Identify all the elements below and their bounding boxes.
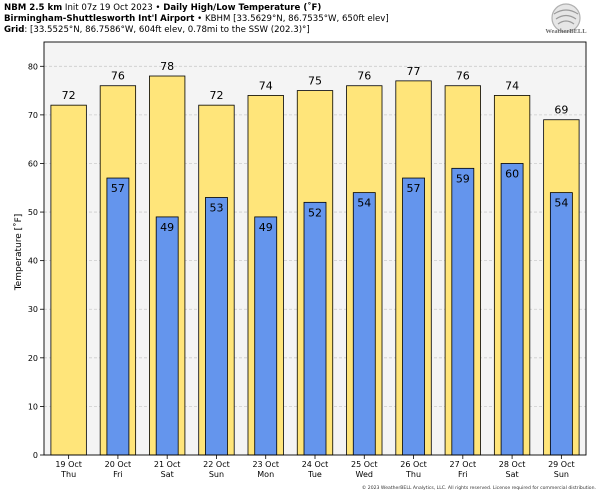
x-tick-label-date: 29 Oct — [548, 460, 575, 469]
x-tick-label-day: Sat — [161, 470, 174, 479]
y-tick-label: 80 — [28, 62, 38, 71]
chart-header-line2: Birmingham-Shuttlesworth Int'l Airport •… — [4, 14, 389, 24]
low-temp-bar — [549, 192, 573, 456]
low-temp-label: 54 — [357, 197, 371, 210]
swirl-icon — [551, 3, 581, 33]
low-temp-bar — [303, 201, 327, 456]
x-tick-label-date: 21 Oct — [154, 460, 181, 469]
chart-header-line1: NBM 2.5 km Init 07z 19 Oct 2023 • Daily … — [4, 3, 321, 13]
bars — [50, 75, 580, 456]
x-tick-label-date: 23 Oct — [252, 460, 279, 469]
low-temp-label: 60 — [505, 167, 519, 180]
copyright-notice: © 2023 WeatherBELL Analytics, LLC. All r… — [361, 486, 596, 491]
x-tick-label-day: Sun — [209, 470, 224, 479]
low-temp-label: 59 — [456, 172, 470, 185]
low-temp-bar — [451, 167, 475, 456]
high-temp-label: 74 — [259, 79, 273, 92]
model-name: NBM 2.5 km — [4, 3, 63, 13]
x-tick-label-date: 28 Oct — [499, 460, 526, 469]
separator: • — [197, 14, 203, 24]
logo-text: WeatherBELL — [545, 28, 587, 35]
high-temp-label: 72 — [62, 89, 76, 102]
x-tick-label-day: Thu — [60, 470, 76, 479]
x-tick-label-date: 27 Oct — [450, 460, 477, 469]
x-tick-label-day: Mon — [257, 470, 274, 479]
low-temp-label: 53 — [209, 201, 223, 214]
plot-frame — [43, 41, 587, 456]
low-temp-bar — [402, 177, 425, 456]
separator: • — [155, 3, 161, 13]
low-temp-label: 52 — [308, 206, 322, 219]
low-temp-bar — [155, 216, 179, 456]
x-tick-label-date: 25 Oct — [351, 460, 378, 469]
y-axis-label: Temperature [˚F] — [13, 214, 24, 292]
x-tick-label-day: Sat — [506, 470, 519, 479]
data-labels: 72 76 57 78 49 72 53 74 49 75 52 76 54 77 57 76 59 74 60 69… — [62, 60, 569, 234]
x-tick-label-day: Wed — [356, 470, 373, 479]
high-temp-label: 69 — [554, 104, 568, 117]
x-tick-label-day: Sun — [554, 470, 569, 479]
high-temp-label: 76 — [357, 70, 371, 83]
high-temp-label: 76 — [456, 70, 470, 83]
y-tick-label: 10 — [28, 402, 38, 411]
low-temp-bar — [205, 197, 228, 456]
high-temp-label: 77 — [407, 65, 421, 78]
grid-info: : [33.5525°N, 86.7586°W, 604ft elev, 0.7… — [24, 25, 310, 35]
low-temp-label: 57 — [111, 182, 125, 195]
high-temp-label: 74 — [505, 79, 519, 92]
low-temp-label: 54 — [554, 197, 568, 210]
low-temp-bar — [106, 177, 130, 456]
init-time: Init 07z 19 Oct 2023 — [64, 3, 153, 13]
x-tick-label-day: Thu — [405, 470, 421, 479]
x-tick-label-date: 19 Oct — [55, 460, 82, 469]
low-temp-label: 49 — [160, 221, 174, 234]
high-temp-bar — [50, 104, 87, 456]
high-temp-label: 75 — [308, 75, 322, 88]
chart-header-line3: Grid: [33.5525°N, 86.7586°W, 604ft elev,… — [4, 25, 310, 35]
y-tick-label: 0 — [33, 451, 38, 460]
chart-title: Daily High/Low Temperature (˚F) — [163, 3, 322, 13]
high-temp-label: 72 — [209, 89, 223, 102]
x-tick-label-date: 26 Oct — [400, 460, 427, 469]
low-temp-bar — [254, 216, 278, 456]
station-info: KBHM [33.5629°N, 86.7535°W, 650ft elev] — [204, 14, 389, 24]
x-tick-label-date: 20 Oct — [105, 460, 132, 469]
high-temp-label: 78 — [160, 60, 174, 73]
y-tick-label: 40 — [28, 257, 38, 266]
x-tick-label-date: 22 Oct — [203, 460, 230, 469]
x-tick-label-day: Tue — [307, 470, 322, 479]
y-tick-label: 30 — [28, 305, 38, 314]
grid-label: Grid — [4, 25, 25, 35]
x-tick-label-day: Fri — [113, 470, 123, 479]
y-tick-label: 70 — [28, 111, 38, 120]
low-temp-bar — [500, 163, 524, 456]
x-tick-label-day: Fri — [458, 470, 468, 479]
y-tick-label: 60 — [28, 159, 38, 168]
weatherbell-logo: WeatherBELL — [545, 3, 587, 35]
station-name: Birmingham-Shuttlesworth Int'l Airport — [4, 14, 195, 24]
low-temp-label: 49 — [259, 221, 273, 234]
low-temp-label: 57 — [407, 182, 421, 195]
y-tick-label: 20 — [28, 354, 38, 363]
low-temp-bar — [352, 192, 376, 456]
y-tick-label: 50 — [28, 208, 38, 217]
high-temp-label: 76 — [111, 70, 125, 83]
x-tick-label-date: 24 Oct — [302, 460, 329, 469]
